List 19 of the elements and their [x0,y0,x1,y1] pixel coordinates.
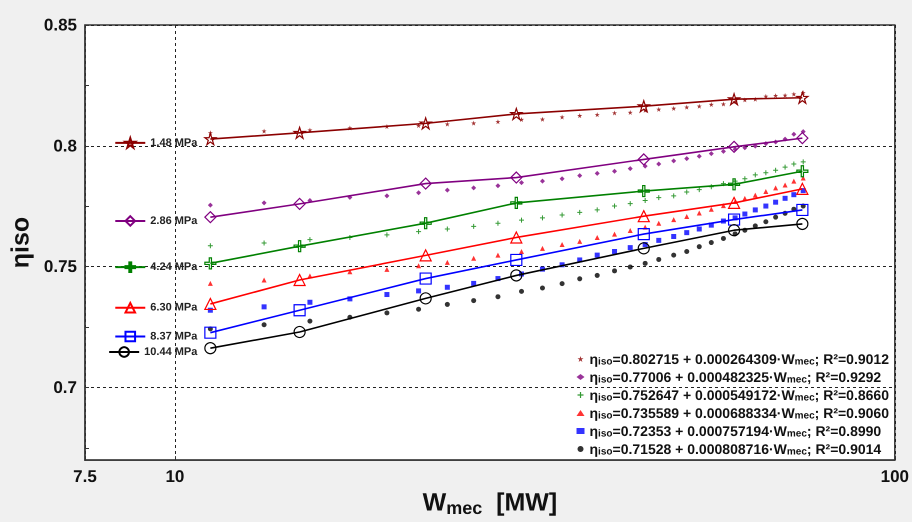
legend-label: ηiso=0.77006 + 0.000482325·Wmec; R²=0.9292 [590,369,882,386]
y-tick-label: 0.85 [44,16,77,34]
y-tick-label: 0.75 [44,257,77,276]
legend-label: ηiso=0.71528 + 0.000808716·Wmec; R²=0.9014 [590,441,882,458]
y-tick-label: 0.8 [53,136,77,156]
x-tick-label: 7.5 [73,467,97,486]
y-axis-title: ηiso [6,216,34,268]
legend-label: ηiso=0.72353 + 0.000757194·Wmec; R²=0.8990 [590,423,882,440]
legend-label: ηiso=0.752647 + 0.000549172·Wmec; R²=0.8660 [590,387,890,404]
legend-label: ηiso=0.802715 + 0.000264309·Wmec; R²=0.9012 [590,351,890,368]
legend-label: 8.37 MPa [150,330,198,343]
legend-label: 1.48 MPa [150,136,198,149]
legend-label: 10.44 MPa [144,346,198,358]
x-tick-label: 10 [165,467,184,486]
legend-label: 2.86 MPa [150,214,198,227]
legend-label: ηiso=0.735589 + 0.000688334·Wmec; R²=0.9060 [590,405,890,422]
legend-label: 6.30 MPa [150,302,198,314]
x-tick-label: 100 [880,467,910,486]
y-tick-label: 0.7 [53,378,77,398]
